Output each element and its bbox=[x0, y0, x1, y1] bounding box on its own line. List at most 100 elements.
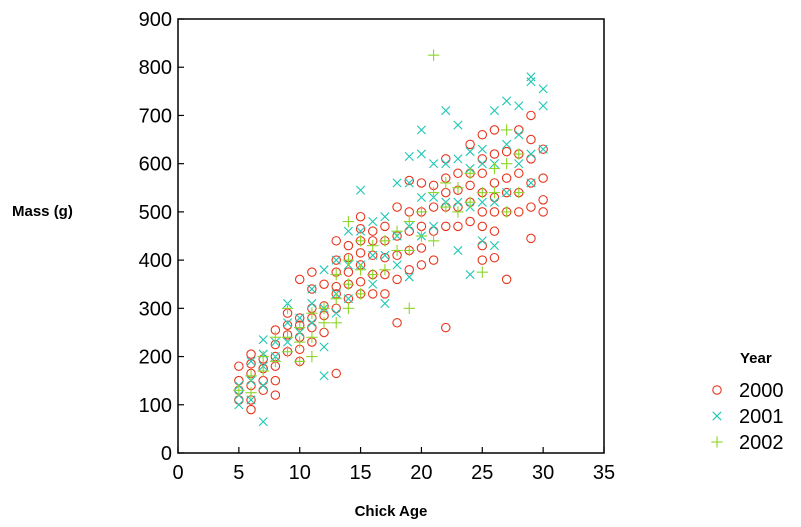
data-point-2000 bbox=[392, 202, 402, 212]
data-point-2000 bbox=[477, 221, 488, 232]
x-tick-label: 30 bbox=[532, 462, 554, 484]
data-point-2001 bbox=[331, 255, 341, 265]
data-point-2002 bbox=[379, 235, 391, 247]
data-point-2002 bbox=[464, 196, 476, 208]
x-tick-label: 10 bbox=[289, 462, 311, 484]
legend-title: Year bbox=[740, 350, 772, 367]
data-point-2001 bbox=[380, 250, 390, 260]
data-point-2001 bbox=[441, 159, 451, 169]
data-point-2001 bbox=[441, 106, 451, 116]
data-point-2000 bbox=[489, 207, 500, 217]
data-point-2001 bbox=[319, 265, 329, 275]
y-axis: 0 100 200 300 400 500 600 700 800 900 bbox=[139, 9, 184, 465]
data-point-2000 bbox=[331, 303, 341, 314]
data-point-2001 bbox=[477, 144, 487, 154]
data-point-2001 bbox=[465, 147, 475, 157]
data-point-2000 bbox=[501, 274, 512, 285]
data-point-2001 bbox=[526, 72, 536, 82]
legend: Year 2000 2001 2002 bbox=[711, 350, 784, 454]
data-point-2001 bbox=[380, 298, 390, 309]
data-point-2000 bbox=[538, 173, 548, 183]
data-point-2001 bbox=[538, 101, 548, 111]
data-point-2000 bbox=[392, 274, 402, 285]
data-point-2002 bbox=[476, 186, 488, 199]
data-point-2001 bbox=[429, 159, 439, 169]
data-point-2000 bbox=[526, 134, 536, 145]
data-point-2001 bbox=[307, 298, 317, 309]
data-point-2000 bbox=[234, 361, 244, 371]
data-point-2000 bbox=[355, 211, 366, 222]
data-point-2002 bbox=[367, 268, 379, 281]
data-point-2001 bbox=[258, 417, 268, 427]
data-point-2001 bbox=[307, 284, 317, 294]
data-point-2000 bbox=[319, 279, 329, 289]
data-point-2000 bbox=[319, 327, 329, 338]
data-point-2000 bbox=[501, 187, 512, 198]
data-point-2001 bbox=[355, 226, 366, 236]
series-2002 bbox=[233, 49, 525, 399]
data-point-2002 bbox=[403, 244, 415, 257]
data-point-2001 bbox=[514, 159, 524, 169]
data-point-2000 bbox=[526, 110, 536, 121]
data-point-2002 bbox=[306, 331, 318, 343]
data-point-2000 bbox=[501, 146, 512, 157]
data-point-2000 bbox=[355, 248, 366, 258]
data-point-2001 bbox=[404, 178, 414, 188]
data-point-2000 bbox=[477, 240, 488, 251]
data-point-2002 bbox=[281, 331, 294, 343]
data-point-2001 bbox=[489, 197, 500, 207]
data-point-2002 bbox=[354, 288, 367, 300]
data-point-2000 bbox=[331, 368, 341, 379]
y-tick-label: 800 bbox=[139, 57, 172, 79]
legend-marker-2001 bbox=[712, 411, 722, 421]
data-point-2001 bbox=[404, 151, 414, 162]
data-point-2000 bbox=[477, 154, 488, 164]
data-point-2000 bbox=[501, 173, 512, 183]
data-point-2000 bbox=[514, 125, 524, 135]
data-point-2000 bbox=[489, 178, 500, 188]
data-point-2001 bbox=[246, 356, 256, 366]
data-point-2002 bbox=[306, 307, 318, 319]
data-point-2000 bbox=[526, 233, 536, 244]
data-point-2000 bbox=[258, 375, 268, 386]
legend-item-2000: 2000 bbox=[712, 380, 784, 402]
data-point-2002 bbox=[513, 186, 525, 199]
data-point-2002 bbox=[233, 384, 245, 397]
data-point-2000 bbox=[416, 243, 427, 253]
x-tick-label: 20 bbox=[410, 462, 432, 484]
data-point-2000 bbox=[258, 385, 268, 396]
data-point-2000 bbox=[404, 207, 415, 217]
data-point-2002 bbox=[342, 215, 355, 228]
data-point-2001 bbox=[392, 178, 402, 188]
data-point-2001 bbox=[234, 400, 244, 410]
data-point-2001 bbox=[295, 313, 305, 323]
data-point-2000 bbox=[489, 226, 500, 236]
data-point-2000 bbox=[234, 395, 244, 405]
data-point-2002 bbox=[294, 355, 306, 368]
data-point-2000 bbox=[343, 267, 354, 277]
y-tick-label: 300 bbox=[139, 298, 172, 320]
data-point-2002 bbox=[294, 321, 306, 334]
data-point-2000 bbox=[307, 267, 317, 277]
x-axis: 0 5 10 15 20 25 30 35 bbox=[172, 447, 615, 484]
data-point-2002 bbox=[342, 254, 355, 266]
data-point-2001 bbox=[465, 269, 475, 280]
data-point-2000 bbox=[453, 168, 463, 179]
data-point-2002 bbox=[452, 206, 464, 218]
data-point-2000 bbox=[514, 168, 524, 179]
data-point-2002 bbox=[452, 182, 464, 194]
y-tick-label: 900 bbox=[139, 9, 172, 31]
data-point-2002 bbox=[269, 331, 282, 343]
data-point-2001 bbox=[343, 294, 353, 304]
data-point-2002 bbox=[427, 235, 440, 247]
data-point-2000 bbox=[367, 289, 378, 299]
data-point-2001 bbox=[343, 226, 353, 236]
data-point-2002 bbox=[476, 266, 488, 278]
x-tick-label: 5 bbox=[233, 462, 244, 484]
data-point-2000 bbox=[441, 187, 451, 198]
data-point-2001 bbox=[368, 250, 378, 260]
y-tick-label: 600 bbox=[139, 154, 172, 176]
data-point-2001 bbox=[319, 371, 329, 381]
data-point-2000 bbox=[526, 202, 536, 212]
